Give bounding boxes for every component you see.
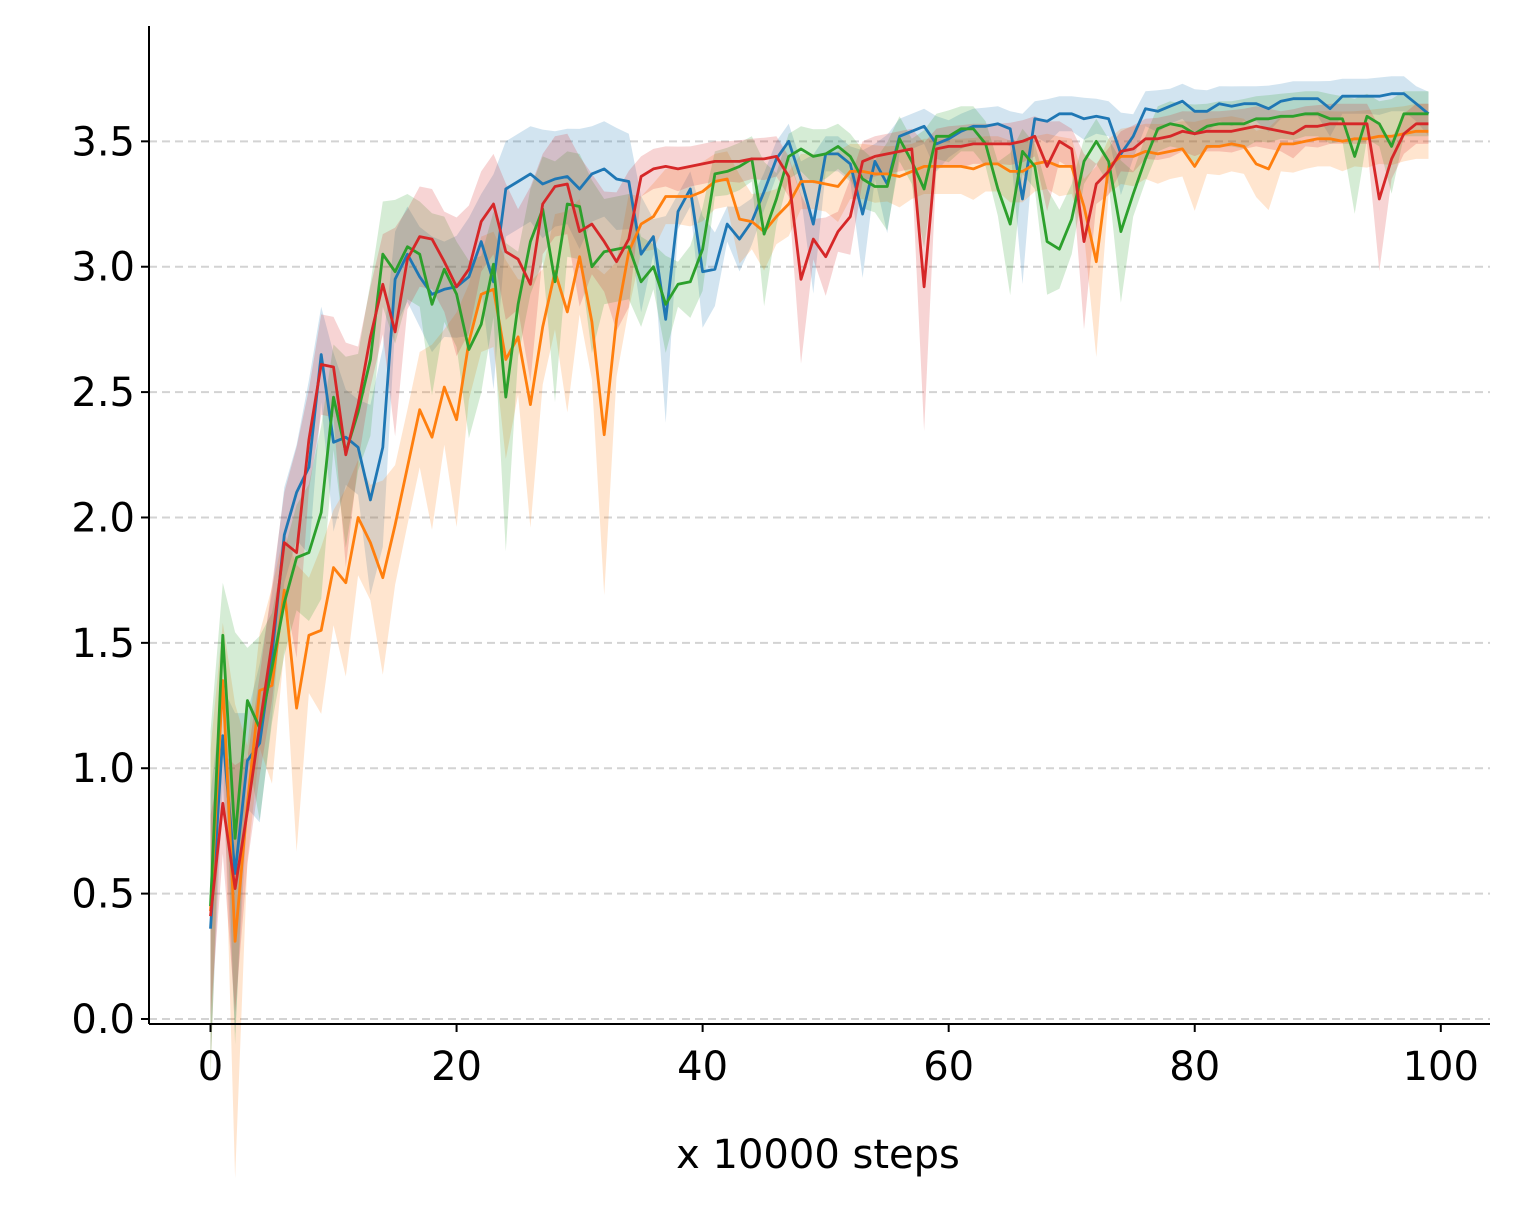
series-line — [209, 92, 1430, 929]
series-band — [210, 103, 1429, 1179]
x-tick-label: 0 — [198, 1044, 223, 1090]
x-tick-label: 80 — [1169, 1044, 1220, 1090]
y-tick-label: 1.0 — [71, 746, 135, 792]
series-line — [209, 129, 1429, 943]
x-tick-label: 60 — [923, 1044, 974, 1090]
y-tick-label: 3.5 — [71, 119, 135, 165]
series-lines — [209, 92, 1430, 943]
x-tick-label: 40 — [677, 1044, 728, 1090]
x-axis-title: x 10000 steps — [676, 1132, 960, 1178]
y-tick-label: 2.5 — [71, 370, 135, 416]
y-tick-label: 1.5 — [71, 621, 135, 667]
axes — [148, 26, 1490, 1025]
series-band — [210, 91, 1429, 1081]
y-tick-label: 0.5 — [71, 872, 135, 918]
y-tick-label: 2.0 — [71, 495, 135, 541]
x-tick-label: 100 — [1403, 1044, 1479, 1090]
y-tick-label: 3.0 — [71, 245, 135, 291]
y-tick-label: 0.0 — [71, 997, 135, 1043]
spread-bands — [210, 76, 1429, 1179]
series-line — [209, 122, 1429, 917]
ticks: 0.0 0.5 1.0 1.5 2.0 2.5 3.0 3.5 0 20 40 60 80 100 — [71, 119, 1479, 1090]
x-tick-label: 20 — [431, 1044, 482, 1090]
gridlines — [149, 140, 1490, 1020]
